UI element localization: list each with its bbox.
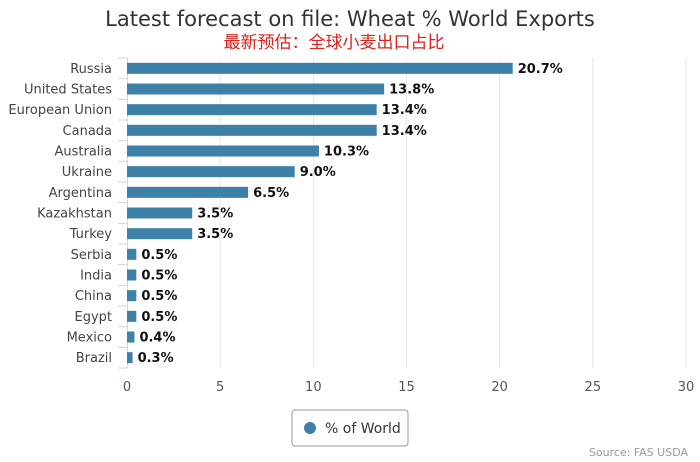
bar[interactable]: [127, 166, 295, 178]
legend-marker: [304, 422, 316, 434]
bar[interactable]: [127, 207, 193, 219]
category-label: Russia: [70, 62, 112, 77]
bar[interactable]: [127, 124, 377, 136]
data-labels: 20.7% 13.8% 13.4% 13.4% 10.3% 9.0% 6.5% 3.5% 3.5…: [138, 62, 563, 366]
bar[interactable]: [127, 145, 319, 157]
category-label: China: [75, 289, 112, 304]
category-label: Kazakhstan: [37, 207, 112, 222]
data-label: 3.5%: [197, 207, 233, 222]
chart-credits[interactable]: Source: FAS USDA: [589, 446, 689, 459]
x-tick-label: 5: [216, 380, 224, 395]
data-label: 20.7%: [518, 62, 563, 77]
data-label: 0.4%: [139, 331, 175, 346]
legend[interactable]: % of World: [291, 409, 409, 447]
data-label: 13.4%: [382, 124, 427, 139]
data-label: 0.3%: [138, 351, 174, 366]
category-label: European Union: [8, 103, 112, 118]
category-label: Egypt: [74, 310, 112, 325]
bar[interactable]: [127, 331, 135, 343]
category-label: India: [80, 269, 112, 284]
category-label: Turkey: [69, 227, 113, 242]
bar[interactable]: [127, 62, 513, 74]
x-axis-ticks: 0 5 10 15 20 25 30: [123, 380, 694, 395]
x-tick-label: 25: [585, 380, 602, 395]
category-label: Brazil: [76, 351, 112, 366]
category-label: Australia: [54, 145, 112, 160]
x-tick-label: 0: [123, 380, 131, 395]
category-label: Argentina: [49, 186, 112, 201]
x-tick-label: 15: [398, 380, 415, 395]
data-label: 0.5%: [141, 289, 177, 304]
data-label: 0.5%: [141, 248, 177, 263]
bar[interactable]: [127, 290, 137, 302]
data-label: 6.5%: [253, 186, 289, 201]
data-label: 10.3%: [324, 145, 369, 160]
category-label: Mexico: [67, 331, 112, 346]
bar-series: [127, 62, 513, 364]
data-label: 13.8%: [389, 83, 434, 98]
x-tick-label: 10: [305, 380, 322, 395]
x-tick-label: 30: [678, 380, 695, 395]
data-label: 13.4%: [382, 103, 427, 118]
category-label: Ukraine: [62, 165, 112, 180]
data-label: 3.5%: [197, 227, 233, 242]
category-axis: Russia United States European Union Canada A…: [8, 57, 128, 369]
chart-subtitle: 最新预估：全球小麦出口占比: [224, 33, 445, 53]
bar[interactable]: [127, 248, 137, 260]
data-label: 0.5%: [141, 310, 177, 325]
bar[interactable]: [127, 310, 137, 322]
data-label: 9.0%: [300, 165, 336, 180]
bar[interactable]: [127, 352, 133, 364]
bar[interactable]: [127, 228, 193, 240]
x-tick-label: 20: [491, 380, 508, 395]
data-label: 0.5%: [141, 269, 177, 284]
bar[interactable]: [127, 186, 249, 198]
category-label: Serbia: [71, 248, 112, 263]
bar[interactable]: [127, 83, 385, 95]
chart-title: Latest forecast on file: Wheat % World E…: [105, 7, 595, 31]
bar[interactable]: [127, 269, 137, 281]
legend-box: [291, 409, 409, 447]
category-label: United States: [24, 83, 112, 98]
bar[interactable]: [127, 104, 377, 116]
legend-label[interactable]: % of World: [325, 421, 401, 437]
category-label: Canada: [63, 124, 112, 139]
